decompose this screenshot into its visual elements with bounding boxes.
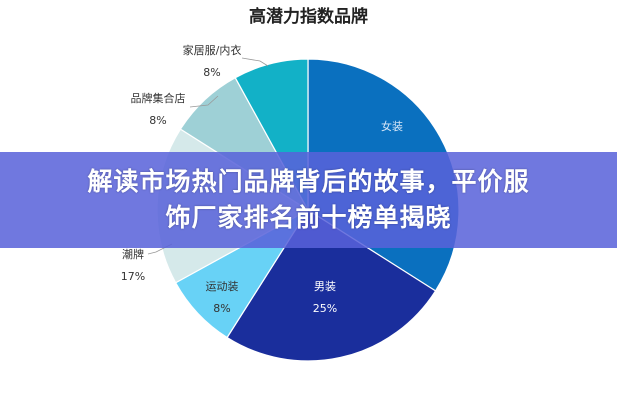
- slice-value-label-3: 17%: [121, 270, 145, 283]
- pie-slice-1: [226, 209, 437, 362]
- slice-label-2: 运动装: [206, 280, 239, 293]
- headline-line-1: 解读市场热门品牌背后的故事，平价服: [87, 167, 530, 196]
- slice-label-0: 女装: [381, 119, 403, 133]
- leader-line-5: [241, 57, 269, 67]
- leader-line-4: [189, 95, 219, 108]
- slice-value-label-1: 25%: [313, 302, 337, 315]
- chart-title: 高潜力指数品牌: [249, 7, 368, 27]
- slice-value-label-5: 8%: [203, 66, 220, 79]
- slice-value-label-2: 8%: [213, 302, 230, 315]
- headline-line-2: 饰厂家排名前十榜单揭晓: [165, 203, 452, 232]
- slice-label-1: 男装: [314, 280, 336, 293]
- slice-label-4: 品牌集合店: [131, 91, 186, 105]
- slice-value-label-4: 8%: [149, 114, 166, 127]
- headline-banner: 解读市场热门品牌背后的故事，平价服 饰厂家排名前十榜单揭晓: [0, 152, 617, 248]
- slice-label-5: 家居服/内衣: [183, 43, 242, 57]
- slice-label-3: 潮牌: [122, 247, 144, 261]
